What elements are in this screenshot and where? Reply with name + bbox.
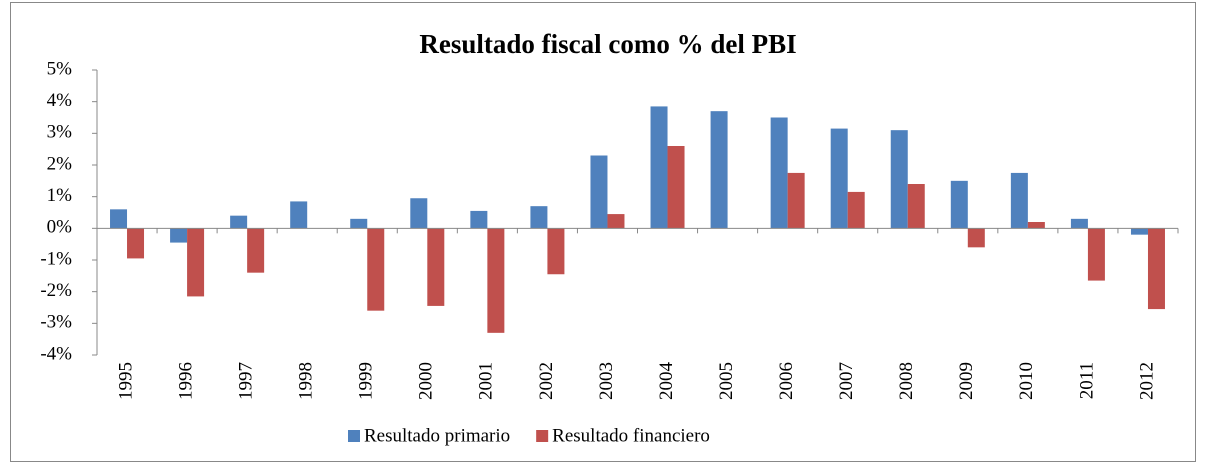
bar	[367, 228, 385, 311]
x-tick-label: 2003	[596, 362, 617, 400]
bar	[247, 228, 265, 273]
x-tick-label: 1999	[356, 362, 377, 400]
x-tick-label: 2001	[476, 362, 497, 400]
y-tick-label: 4%	[47, 90, 73, 111]
x-tick-label: 1998	[296, 362, 317, 400]
y-tick-label: 0%	[47, 217, 73, 238]
bar	[770, 117, 788, 229]
y-tick-label: 3%	[47, 122, 73, 143]
bar	[1010, 172, 1028, 229]
bar	[590, 155, 608, 229]
chart-title: Resultado fiscal como % del PBI	[419, 29, 796, 59]
bar	[410, 198, 428, 229]
bar	[787, 172, 805, 229]
bar	[847, 191, 865, 229]
bar	[427, 228, 445, 306]
legend-swatch	[348, 430, 360, 442]
x-tick-label: 2010	[1016, 362, 1037, 400]
x-tick-label: 1996	[175, 362, 196, 400]
chart-border	[10, 2, 1196, 462]
bar	[290, 201, 308, 229]
x-tick-label: 2004	[656, 362, 677, 401]
legend-label: Resultado financiero	[552, 425, 710, 446]
bar	[1087, 228, 1105, 281]
legend-swatch	[536, 430, 549, 442]
bar	[230, 215, 248, 229]
y-tick-label: -3%	[40, 312, 72, 333]
y-tick-label: 2%	[47, 153, 73, 174]
x-tick-label: 2000	[416, 362, 437, 400]
y-tick-label: -2%	[40, 280, 72, 301]
bar	[890, 130, 908, 229]
bar	[710, 111, 728, 229]
y-tick-label: 5%	[47, 58, 73, 79]
bar	[487, 228, 505, 333]
x-tick-label: 2012	[1136, 362, 1157, 400]
legend-label: Resultado primario	[364, 425, 510, 446]
y-tick-label: 1%	[47, 185, 73, 206]
bar	[967, 228, 985, 248]
bar	[667, 146, 685, 229]
bar	[110, 209, 128, 229]
x-tick-label: 2005	[716, 362, 737, 400]
x-tick-label: 2009	[956, 362, 977, 400]
bar	[1147, 228, 1165, 310]
bar	[1130, 228, 1148, 235]
y-tick-label: -1%	[40, 248, 72, 269]
bar	[470, 210, 488, 229]
x-tick-label: 2002	[536, 362, 557, 400]
bar	[1070, 218, 1088, 229]
bar	[530, 206, 548, 229]
x-tick-label: 1995	[115, 362, 136, 400]
bar	[187, 228, 205, 297]
x-tick-label: 2007	[836, 362, 857, 400]
x-tick-label: 1997	[235, 362, 256, 400]
bar	[950, 180, 968, 229]
x-tick-label: 2006	[776, 362, 797, 400]
y-tick-label: -4%	[40, 343, 72, 364]
x-tick-label: 2011	[1076, 362, 1097, 399]
bar	[830, 128, 848, 229]
bar	[1027, 222, 1045, 229]
bar	[127, 228, 145, 259]
bar	[907, 184, 925, 229]
bar	[350, 218, 368, 229]
bar	[547, 228, 565, 275]
x-tick-label: 2008	[896, 362, 917, 400]
bar	[170, 228, 188, 243]
bar	[607, 214, 625, 229]
bar	[650, 106, 668, 229]
